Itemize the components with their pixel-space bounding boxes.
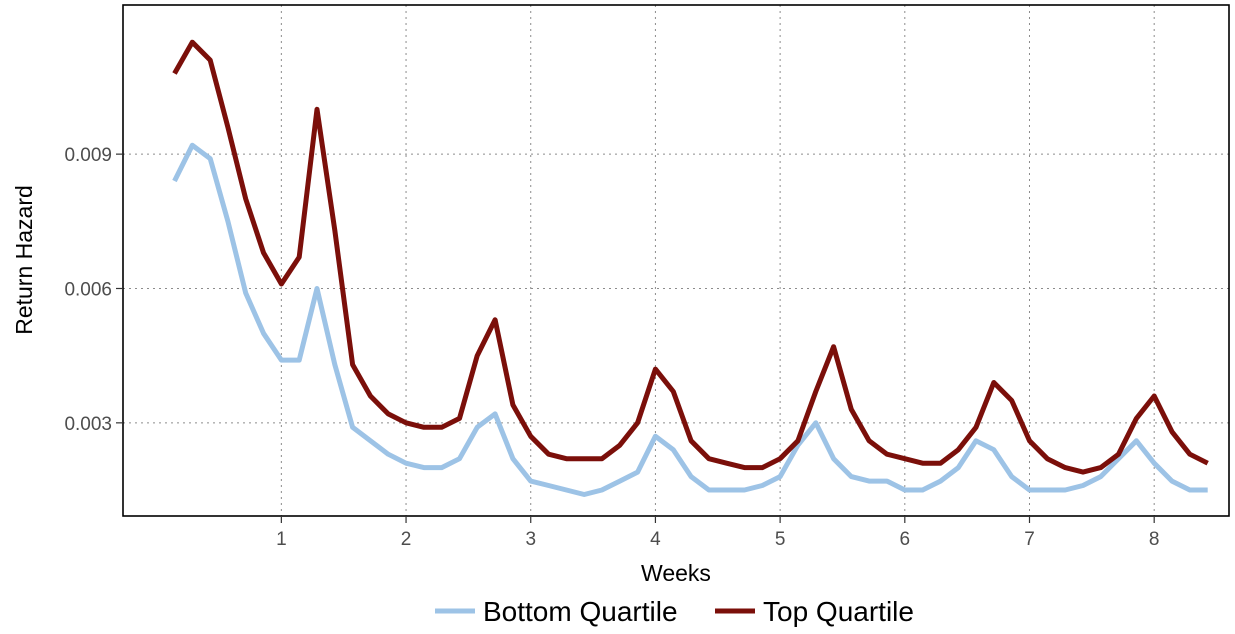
legend-label-bottom-quartile: Bottom Quartile (483, 596, 678, 627)
legend-label-top-quartile: Top Quartile (763, 596, 914, 627)
plot-panel-border (122, 4, 1230, 517)
axis-ticks (116, 153, 1155, 523)
x-tick-label: 2 (401, 529, 412, 550)
y-tick-label: 0.009 (64, 145, 112, 166)
y-tick-label: 0.006 (64, 279, 112, 300)
x-tick-label: 8 (1149, 529, 1160, 550)
x-tick-label: 3 (525, 529, 536, 550)
x-tick-label: 4 (650, 529, 661, 550)
x-tick-label: 6 (900, 529, 911, 550)
x-tick-label: 1 (276, 529, 287, 550)
x-axis-title: Weeks (641, 560, 711, 586)
y-axis-title: Return Hazard (11, 185, 37, 335)
x-tick-label: 5 (775, 529, 786, 550)
legend: Bottom Quartile Top Quartile (435, 596, 914, 627)
series-line-top-quartile (172, 39, 1209, 475)
axis-tick-labels: 1 2 3 4 5 6 7 8 0.003 0.006 0.009 (64, 145, 1159, 550)
y-tick-label: 0.003 (64, 414, 112, 435)
series-lines (172, 39, 1209, 497)
grid-lines (123, 5, 1229, 516)
series-line-bottom-quartile (172, 142, 1208, 497)
x-tick-label: 7 (1024, 529, 1035, 550)
